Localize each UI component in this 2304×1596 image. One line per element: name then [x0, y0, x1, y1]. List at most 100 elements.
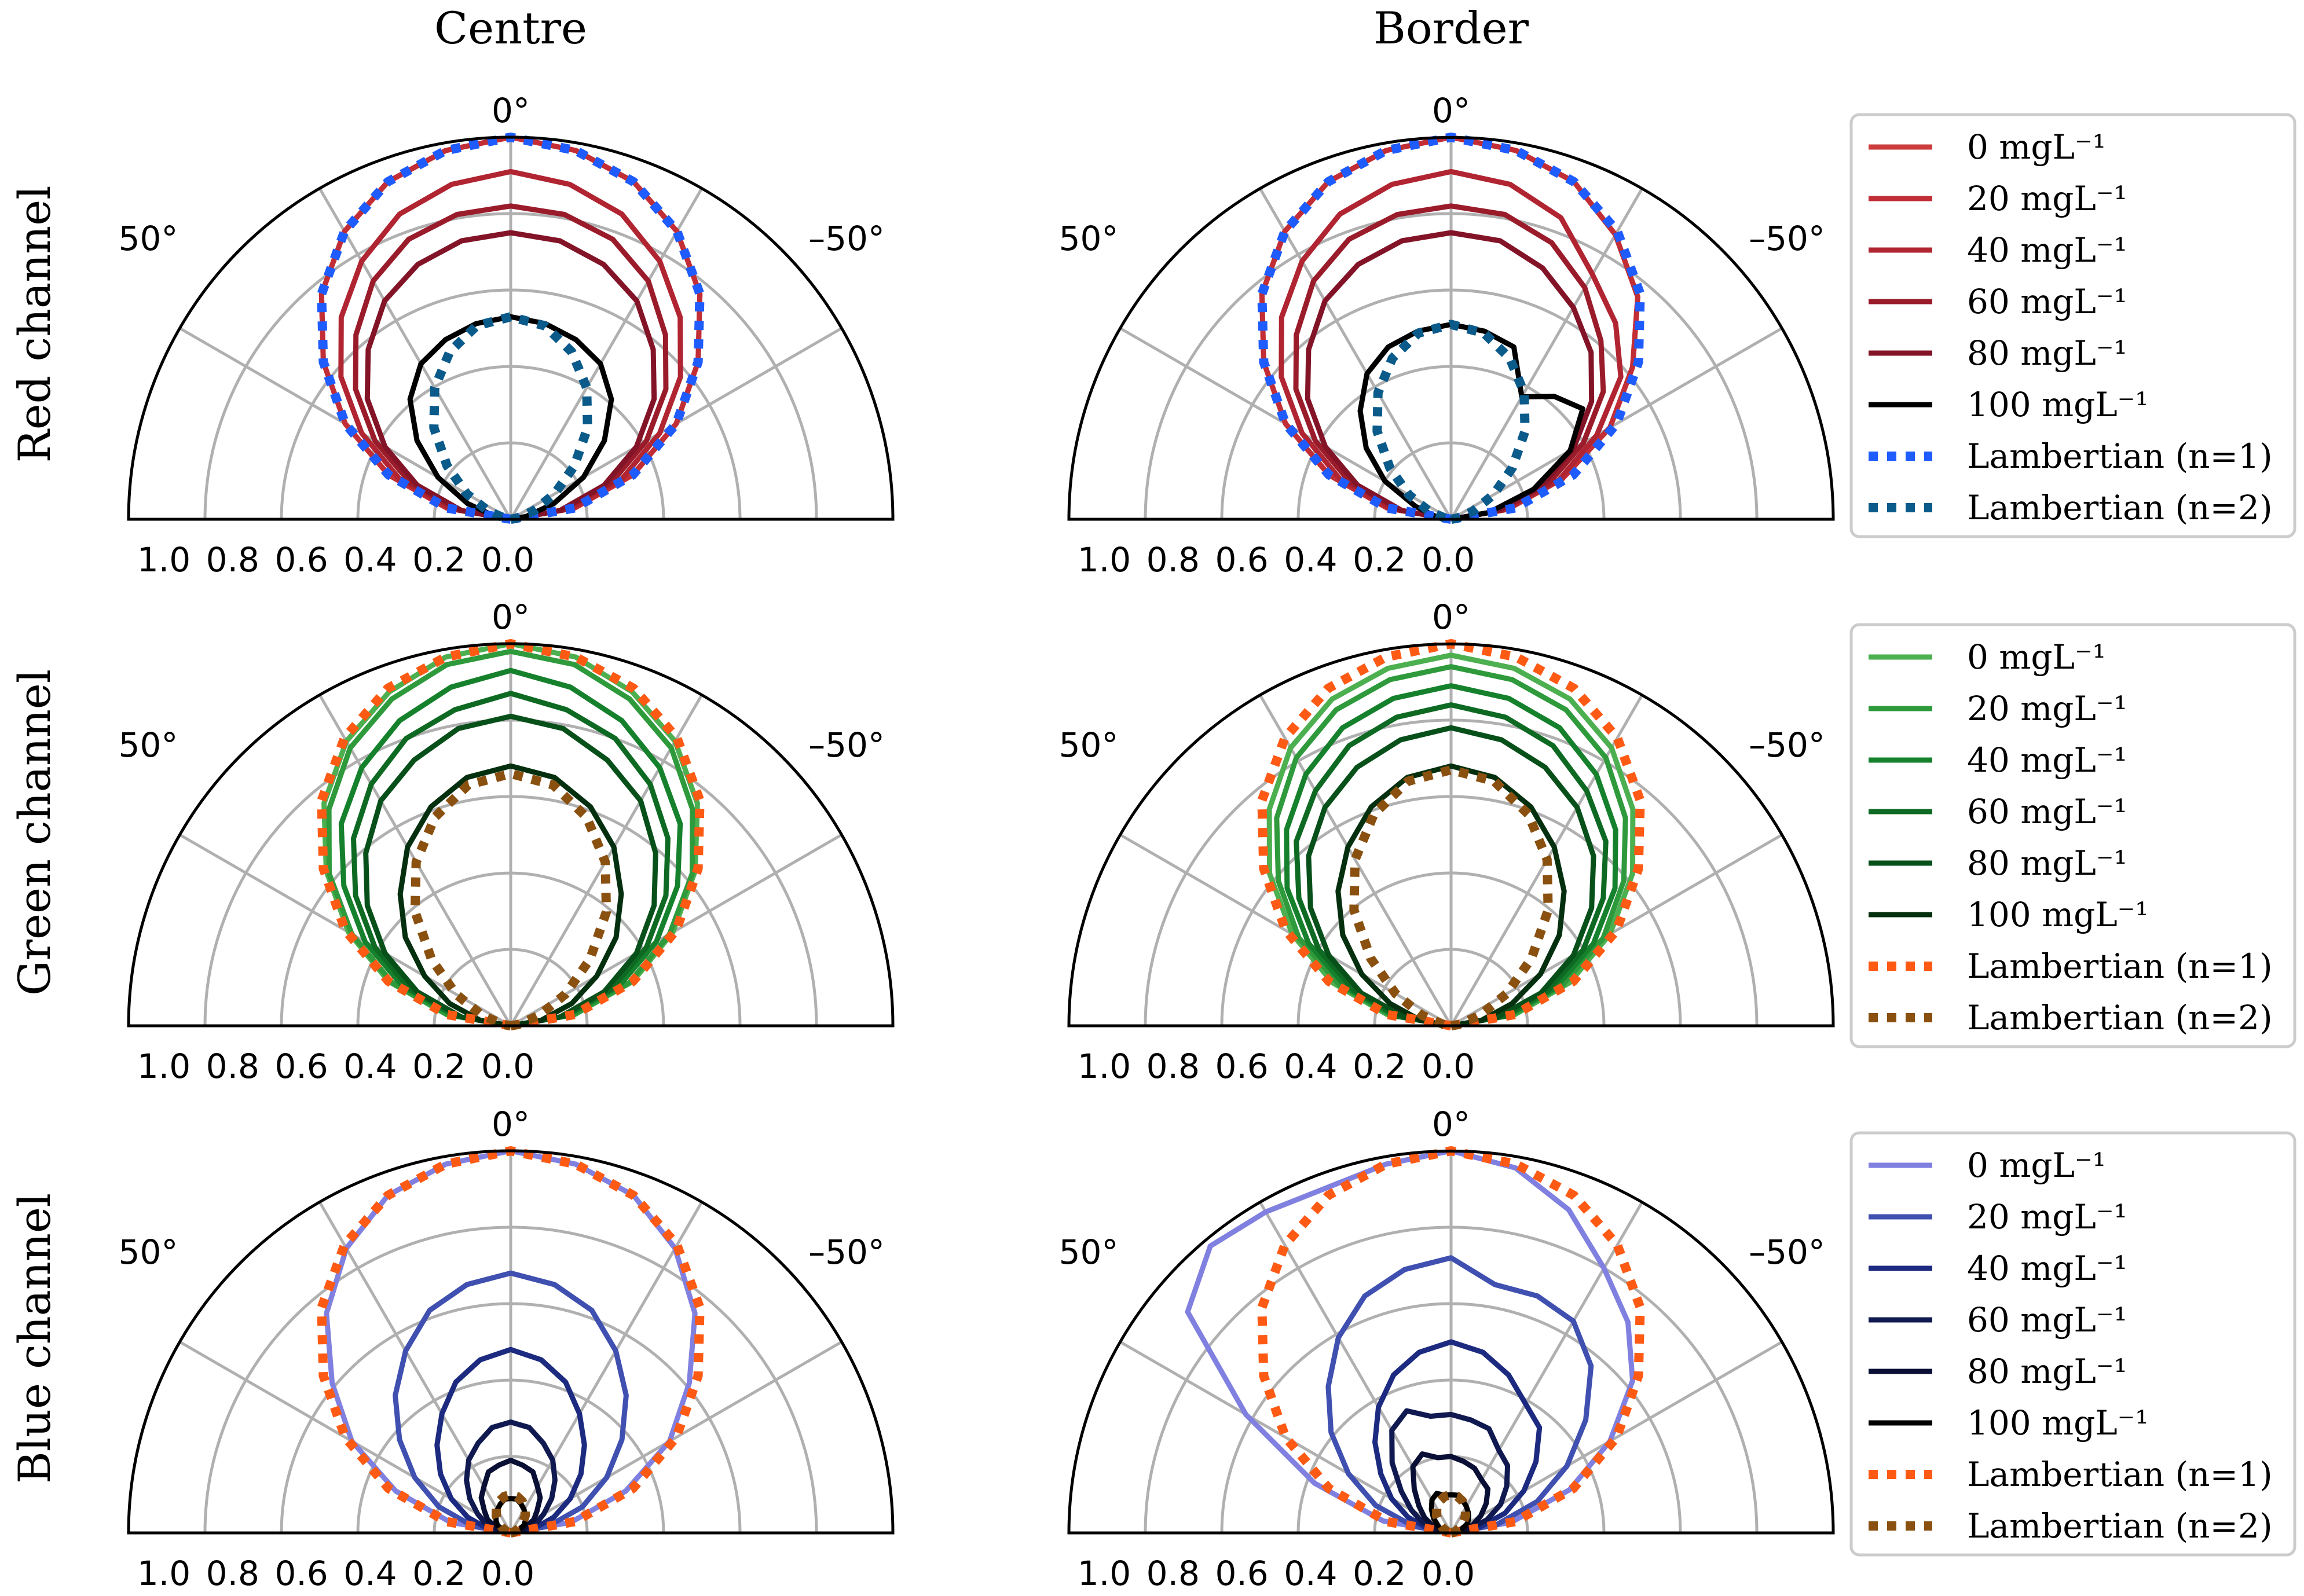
legend-label: 100 mgL⁻¹ — [1967, 895, 2149, 934]
angle-tick-50: 50° — [119, 1232, 178, 1272]
series-line-0-mgl — [1185, 1148, 1635, 1536]
radial-tick-label: 0.6 — [1215, 540, 1268, 579]
legend-blue: 0 mgL⁻¹ 20 mgL⁻¹ 40 mgL⁻¹ 60 mgL⁻¹ 80 mgL⁻¹ 1… — [1849, 1131, 2296, 1557]
radial-tick-label: 1.0 — [1078, 1554, 1131, 1593]
angle-tick-minus-50: –50° — [1749, 219, 1825, 258]
radial-tick-label: 0.0 — [1422, 1047, 1475, 1086]
radial-tick-label: 1.0 — [137, 1554, 191, 1593]
row-label-green: Green channel — [9, 669, 60, 996]
angular-gridline — [509, 188, 704, 520]
radial-tick-label: 0.0 — [1422, 1554, 1475, 1593]
angle-tick-minus-50: –50° — [808, 1232, 885, 1272]
angular-gridline — [1449, 1201, 1644, 1534]
legend-label: 100 mgL⁻¹ — [1967, 385, 2149, 424]
legend-label: 40 mgL⁻¹ — [1967, 1249, 2127, 1288]
radial-tick-label: 0.4 — [343, 540, 397, 579]
polar-spine — [1067, 1149, 1835, 1535]
radial-tick-label: 0.8 — [1146, 1047, 1200, 1086]
series-line-80-mgl — [364, 230, 657, 522]
series-line-lambertian-n2 — [410, 769, 611, 1030]
series-line-100-mgl — [1335, 763, 1567, 1029]
angle-tick-0: 0° — [1432, 91, 1470, 130]
series-line-60-mgl — [353, 203, 669, 522]
series-line-lambertian-n2 — [429, 312, 592, 524]
panels-layer: 0° 50° –50° 1.0 0.8 0.6 0.4 0.2 0.0 0° 50° –50° 1.0 0… — [119, 91, 1835, 1593]
panel-red-centre: 0° 50° –50° 1.0 0.8 0.6 0.4 0.2 0.0 — [119, 91, 895, 579]
radial-tick-label: 0.4 — [343, 1554, 397, 1593]
radial-tick-label: 0.2 — [412, 1554, 466, 1593]
radial-tick-label: 1.0 — [137, 1047, 191, 1086]
series-line-20-mgl — [393, 1270, 629, 1536]
panel-blue-centre: 0° 50° –50° 1.0 0.8 0.6 0.4 0.2 0.0 — [119, 1105, 895, 1593]
radial-tick-label: 0.4 — [343, 1047, 397, 1086]
legend-label: 80 mgL⁻¹ — [1967, 1352, 2127, 1391]
radial-tick-label: 1.0 — [137, 540, 191, 579]
panel-green-border: 0° 50° –50° 1.0 0.8 0.6 0.4 0.2 0.0 — [1059, 597, 1835, 1086]
radial-tick-label: 0.2 — [412, 1047, 466, 1086]
angular-gridline — [1258, 188, 1453, 520]
legend-label: Lambertian (n=2) — [1967, 488, 2273, 527]
radial-tick-label: 0.2 — [412, 540, 466, 579]
series-line-20-mgl — [1325, 1255, 1594, 1536]
legend-label: Lambertian (n=1) — [1967, 436, 2273, 476]
angle-tick-minus-50: –50° — [1749, 725, 1825, 765]
angle-tick-minus-50: –50° — [808, 725, 885, 765]
panel-green-centre: 0° 50° –50° 1.0 0.8 0.6 0.4 0.2 0.0 — [119, 597, 895, 1086]
legend-label: 0 mgL⁻¹ — [1967, 1146, 2106, 1185]
radial-tick-label: 0.2 — [1353, 1554, 1406, 1593]
radial-tick-label: 0.6 — [274, 540, 328, 579]
angle-tick-0: 0° — [1432, 597, 1470, 637]
series-line-60-mgl — [1294, 702, 1609, 1029]
series-line-20-mgl — [1274, 664, 1628, 1029]
angle-tick-0: 0° — [492, 91, 530, 130]
legend-label: 20 mgL⁻¹ — [1967, 179, 2127, 218]
series-line-lambertian-n2 — [1349, 765, 1553, 1030]
polar-spine — [127, 642, 895, 1028]
series-line-60-mgl — [464, 1419, 558, 1536]
series-line-lambertian-n2 — [1432, 1490, 1470, 1538]
radial-tick-label: 0.2 — [1353, 540, 1406, 579]
legend-label: Lambertian (n=2) — [1967, 998, 2273, 1037]
panel-red-border: 0° 50° –50° 1.0 0.8 0.6 0.4 0.2 0.0 — [1059, 91, 1835, 579]
radial-tick-label: 0.6 — [1215, 1047, 1268, 1086]
radial-tick-label: 0.0 — [481, 540, 534, 579]
angle-tick-0: 0° — [1432, 1105, 1470, 1144]
radial-tick-label: 0.4 — [1284, 540, 1337, 579]
legend-label: 0 mgL⁻¹ — [1967, 127, 2106, 167]
angular-gridline — [1450, 326, 1783, 521]
radial-tick-label: 1.0 — [1078, 540, 1131, 579]
radial-tick-label: 0.6 — [274, 1554, 328, 1593]
radial-tick-label: 0.8 — [206, 540, 259, 579]
angle-tick-0: 0° — [492, 1105, 530, 1144]
series-line-60-mgl — [1389, 1408, 1511, 1536]
series-line-40-mgl — [1284, 683, 1618, 1029]
legend-frame — [1849, 1131, 2296, 1557]
series-line-80-mgl — [1306, 725, 1596, 1029]
radial-tick-label: 0.4 — [1284, 1554, 1337, 1593]
series-line-lambertian-n2 — [492, 1490, 530, 1538]
angle-tick-50: 50° — [1059, 1232, 1119, 1272]
angular-gridline — [1258, 1201, 1453, 1534]
series-line-60-mgl — [1293, 203, 1606, 522]
series-line-lambertian-n2 — [1372, 320, 1530, 524]
series-line-80-mgl — [478, 1458, 543, 1536]
polar-spine — [127, 135, 895, 521]
polar-spine — [1067, 135, 1835, 521]
radial-tick-label: 0.4 — [1284, 1047, 1337, 1086]
series-line-80-mgl — [1410, 1451, 1491, 1536]
angular-gridline — [1449, 188, 1644, 520]
series-line-40-mgl — [434, 1346, 587, 1536]
series-line-100-mgl — [493, 1496, 528, 1536]
legend-green: 0 mgL⁻¹ 20 mgL⁻¹ 40 mgL⁻¹ 60 mgL⁻¹ 80 mgL⁻¹ 1… — [1849, 623, 2296, 1048]
series-line-40-mgl — [338, 168, 683, 522]
legend-red: 0 mgL⁻¹ 20 mgL⁻¹ 40 mgL⁻¹ 60 mgL⁻¹ 80 mgL⁻¹ 1… — [1849, 113, 2296, 538]
legend-label: 80 mgL⁻¹ — [1967, 333, 2127, 373]
series-line-100-mgl — [407, 314, 614, 522]
legends-layer: 0 mgL⁻¹ 20 mgL⁻¹ 40 mgL⁻¹ 60 mgL⁻¹ 80 mgL⁻¹ 1… — [1849, 113, 2296, 1557]
radial-tick-label: 0.0 — [1422, 540, 1475, 579]
column-title-border: Border — [1373, 2, 1529, 54]
angle-tick-0: 0° — [492, 597, 530, 637]
legend-frame — [1849, 623, 2296, 1048]
polar-spine — [127, 1149, 895, 1535]
